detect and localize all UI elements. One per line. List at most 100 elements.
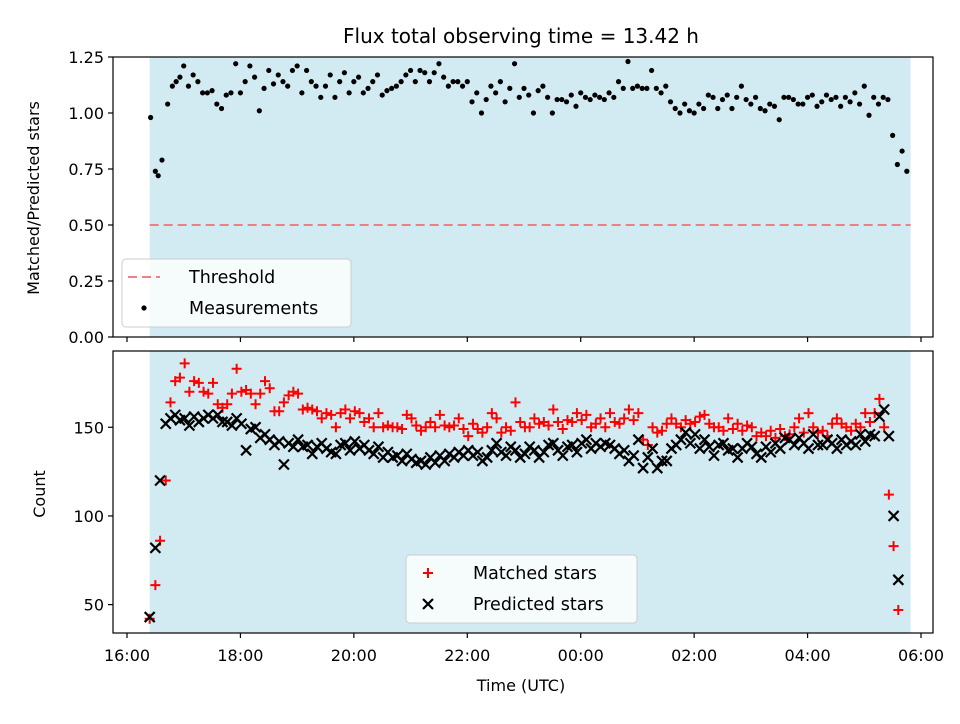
y-tick-label: 150 [73, 418, 104, 437]
data-point [285, 83, 291, 89]
data-point [211, 409, 224, 421]
data-point [439, 420, 450, 431]
data-point [878, 403, 890, 416]
data-point [183, 419, 196, 432]
data-point [606, 90, 612, 96]
data-point [245, 388, 256, 399]
data-point [339, 437, 352, 450]
data-point [838, 103, 844, 109]
data-point [595, 413, 606, 424]
data-point [464, 79, 470, 85]
data-point [264, 383, 275, 394]
data-point [233, 61, 239, 67]
data-point [327, 72, 333, 78]
data-point [223, 92, 229, 98]
data-point [160, 475, 171, 486]
data-point [899, 148, 905, 154]
data-point [294, 63, 300, 69]
data-point [228, 90, 234, 96]
data-point [540, 83, 546, 89]
data-point [535, 88, 541, 94]
data-point [507, 85, 513, 91]
data-point [871, 94, 877, 100]
data-point [379, 92, 385, 98]
data-point [365, 85, 371, 91]
data-point [235, 417, 248, 430]
data-point [807, 428, 820, 441]
data-point [904, 168, 910, 174]
data-point [642, 451, 654, 464]
data-point [152, 168, 158, 174]
data-point [412, 79, 418, 85]
data-point [590, 418, 601, 429]
data-point [511, 61, 518, 67]
data-point [615, 79, 622, 85]
data-point [781, 94, 787, 100]
data-point [307, 404, 318, 415]
data-point [767, 101, 773, 107]
series-predicted-stars [143, 403, 905, 623]
data-point [547, 437, 560, 450]
legend-measurement-swatch [141, 305, 147, 311]
data-point [524, 422, 535, 433]
data-point [715, 105, 721, 112]
data-point [731, 451, 744, 464]
legend-label: Predicted stars [473, 595, 604, 615]
data-point [144, 613, 155, 624]
data-point [159, 157, 165, 163]
data-point [231, 363, 242, 374]
data-point [587, 96, 593, 103]
data-point [708, 449, 720, 462]
data-point [794, 413, 805, 424]
x-tick-label: 16:00 [104, 646, 150, 665]
data-point [242, 79, 248, 85]
data-point [887, 510, 900, 522]
legend-matched-swatch [423, 568, 433, 578]
data-point [770, 432, 781, 443]
data-point [193, 377, 204, 388]
data-point [705, 92, 711, 98]
x-tick-label: 06:00 [898, 646, 944, 665]
data-point [630, 85, 636, 91]
data-point [467, 418, 478, 429]
data-point [819, 99, 825, 105]
data-point [195, 79, 201, 85]
data-point [771, 103, 778, 109]
data-point [222, 399, 233, 410]
data-point [859, 435, 872, 448]
data-point [620, 85, 626, 91]
data-point [308, 79, 314, 85]
data-point [349, 406, 360, 417]
data-point [814, 103, 820, 109]
data-point [275, 72, 281, 78]
data-point [652, 427, 663, 438]
legend: Threshold Measurements [121, 258, 352, 328]
data-point [321, 408, 332, 419]
data-point [729, 105, 735, 112]
data-point [578, 90, 584, 96]
data-point [790, 96, 796, 103]
data-point [855, 422, 866, 433]
data-point [795, 101, 801, 107]
data-point [568, 92, 574, 98]
data-point [346, 90, 352, 96]
data-point [453, 413, 464, 424]
data-point [177, 74, 183, 80]
data-point [894, 161, 900, 168]
data-point [831, 413, 842, 424]
data-point [185, 83, 192, 89]
legend-label: Matched stars [473, 564, 597, 584]
data-point [255, 388, 266, 399]
data-point [696, 101, 702, 107]
data-point [303, 67, 310, 74]
data-point [392, 422, 403, 433]
data-point [698, 433, 711, 446]
x-tick-label: 20:00 [331, 646, 377, 665]
data-point [407, 67, 414, 74]
data-point [618, 444, 630, 457]
data-point [592, 92, 598, 98]
data-point [521, 85, 527, 91]
data-point [892, 574, 905, 586]
y-tick-label: 0.75 [68, 160, 104, 179]
data-point [486, 408, 497, 419]
